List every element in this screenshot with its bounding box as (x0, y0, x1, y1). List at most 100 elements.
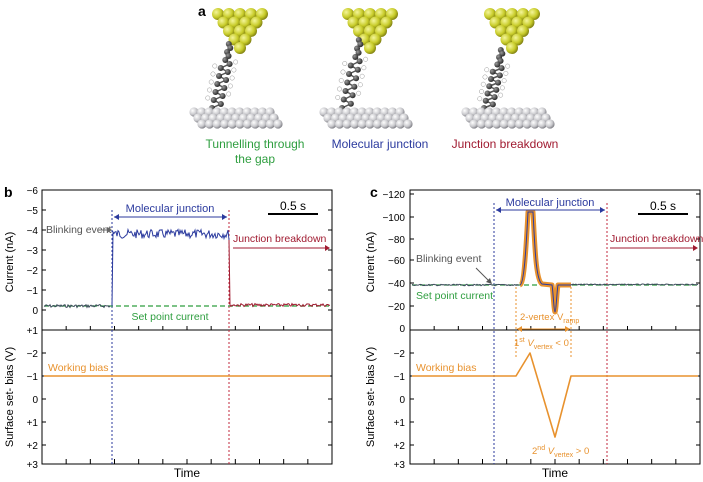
panel-c-two-vertex-label: 2-vertex Vramp (520, 312, 579, 325)
panel-b-bottom-frame (41, 329, 333, 465)
carbon-atom (495, 79, 502, 86)
hydrogen-atom (205, 95, 211, 101)
silver-atom (530, 119, 540, 129)
silver-atom (484, 119, 494, 129)
panel-b-y-ticks-top: −6 −5 −4 −3 −2 −1 0 +1 (27, 186, 39, 337)
hydrogen-atom (229, 75, 235, 81)
panel-c-scale-label: 0.5 s (650, 199, 676, 213)
gold-atom (256, 8, 268, 20)
silver-atom (265, 119, 275, 129)
hydrogen-atom (212, 63, 218, 69)
silver-atom (250, 119, 260, 129)
silver-atom (380, 119, 390, 129)
panel-b-breakdown-arrow-head (325, 245, 330, 251)
gold-atom (250, 16, 263, 29)
gold-atom (369, 16, 382, 29)
panel-c-blinking-arrow-head (486, 278, 492, 284)
silver-atom (327, 119, 337, 129)
panel-b-trace-junction (111, 227, 230, 307)
c-ytick-top-3: −60 (388, 256, 405, 267)
panel-b-tick-marks (42, 189, 332, 464)
panel-c-ramp-current-trace (519, 211, 571, 313)
gold-atom (228, 16, 241, 29)
b-ytick-top-1: −5 (27, 206, 39, 217)
gold-atom (234, 8, 246, 20)
silver-atom (220, 119, 230, 129)
carbon-atom (489, 101, 496, 108)
c-ytick-top-4: −40 (388, 279, 405, 290)
silver-atom (522, 119, 532, 129)
b-ytick-top-2: −4 (27, 226, 39, 237)
silver-atom (469, 119, 479, 129)
b-ytick-bot-5: +3 (27, 460, 39, 471)
hydrogen-atom (357, 82, 363, 88)
hydrogen-atom (337, 86, 342, 92)
carbon-atom (225, 53, 232, 59)
carbon-atom (210, 97, 217, 103)
c-ytick-top-0: −120 (382, 190, 405, 201)
hydrogen-atom (480, 81, 486, 87)
hydrogen-atom (477, 96, 483, 102)
gold-atom (239, 16, 252, 29)
hydrogen-atom (484, 67, 490, 73)
molecule-group (319, 8, 413, 129)
panel-c-tick-marks (410, 193, 700, 464)
hydrogen-atom (361, 65, 367, 71)
panel-b-junction-arrow-head-right (222, 214, 227, 220)
silver-atom (507, 119, 517, 129)
panel-b-ylabel-bottom: Surface set- bias (V) (4, 347, 16, 447)
gold-atom (517, 8, 529, 20)
panel-b-scale-label: 0.5 s (280, 199, 306, 213)
silver-atom (388, 119, 398, 129)
carbon-atom (482, 97, 489, 104)
b-ytick-top-6: 0 (32, 306, 38, 317)
carbon-atom (354, 66, 361, 73)
panel-c-junction-breakdown-label: Junction breakdown (610, 233, 703, 245)
panel-c-working-bias-label: Working bias (416, 362, 477, 374)
b-ytick-top-4: −2 (27, 266, 39, 277)
gold-atom (347, 16, 360, 29)
carbon-atom (227, 45, 234, 51)
c-ytick-bot-4: +2 (394, 441, 406, 452)
panel-c-first-vertex-label: 1st Vvertex < 0 (514, 337, 569, 351)
gold-atom (239, 33, 252, 46)
hydrogen-atom (479, 89, 484, 94)
hydrogen-atom (227, 83, 233, 89)
panel-c-xlabel: Time (542, 466, 569, 480)
b-ytick-top-0: −6 (27, 186, 39, 197)
silver-atom (205, 119, 215, 129)
gold-atom (234, 25, 246, 37)
b-ytick-bot-0: −2 (27, 349, 39, 360)
panel-b: b −6 −5 −4 −3 −2 −1 0 +1 −2 −1 0 +1 +2 +… (4, 184, 333, 480)
panel-c-ramp-range-head-left (517, 326, 522, 332)
molecule-illustrations (189, 8, 555, 129)
carbon-atom (222, 57, 229, 63)
silver-atom (243, 119, 253, 129)
b-ytick-bot-2: 0 (32, 395, 38, 406)
panel-a-letter: a (198, 3, 206, 19)
hydrogen-atom (335, 95, 341, 100)
gold-atom (495, 8, 507, 20)
carbon-atom (489, 68, 496, 75)
carbon-atom (349, 92, 356, 99)
caption-junction-breakdown: Junction breakdown (452, 137, 559, 151)
hydrogen-atom (505, 63, 511, 69)
caption-tunnelling-line2: the gap (235, 152, 275, 166)
hydrogen-atom (226, 91, 232, 97)
carbon-atom (216, 73, 222, 79)
silver-atom (235, 119, 245, 129)
hydrogen-atom (210, 71, 216, 77)
panel-c-y-ticks-top: −120 −100 −80 −60 −40 −20 0 (382, 190, 405, 335)
c-ytick-bot-1: −1 (394, 372, 406, 383)
carbon-atom (491, 94, 498, 101)
carbon-atom (352, 54, 359, 60)
carbon-atom (217, 101, 224, 107)
c-ytick-bot-3: +1 (394, 418, 406, 429)
silver-atom (403, 119, 413, 129)
silver-atom (499, 119, 509, 129)
silver-atom (212, 119, 222, 129)
panel-c-letter: c (370, 184, 378, 200)
carbon-atom (486, 83, 493, 90)
panel-b-trace-baseline (43, 303, 111, 309)
